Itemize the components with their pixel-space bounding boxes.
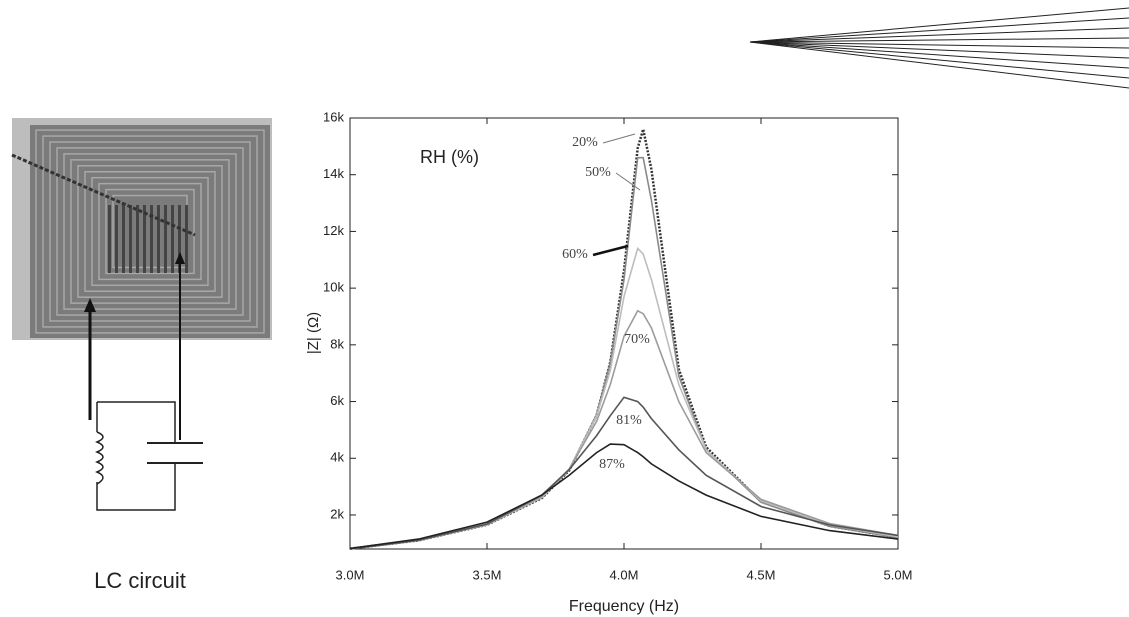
y-axis-title: |Z| (Ω) (305, 312, 322, 354)
electrode (136, 205, 139, 273)
y-tick-label: 12k (323, 223, 344, 238)
wire (11, 153, 196, 237)
fan-line (749, 41, 1129, 59)
x-axis-title: Frequency (Hz) (569, 598, 679, 615)
electrode (129, 205, 132, 273)
electrode (157, 205, 160, 273)
label-pointer (615, 172, 641, 191)
fan-line (749, 7, 1129, 43)
x-tick-label: 4.5M (747, 567, 776, 582)
label-pointer (602, 133, 636, 144)
electrode (164, 205, 167, 273)
series-line (349, 246, 899, 550)
x-tick-label: 3.0M (336, 567, 365, 582)
electrode (185, 205, 188, 273)
arrow-head (84, 298, 96, 312)
coil-turn (77, 165, 223, 298)
coil-turn (56, 147, 244, 316)
coil-turn (35, 129, 265, 334)
series-line (349, 443, 899, 550)
circuit (96, 401, 176, 511)
y-tick-label: 14k (323, 166, 344, 181)
fan-line (749, 17, 1129, 43)
x-tick-label: 4.0M (610, 567, 639, 582)
coil-turn (63, 153, 237, 310)
electrode (178, 205, 181, 273)
label-pointer (592, 244, 629, 257)
y-tick-label: 16k (323, 109, 344, 124)
fan-line (749, 41, 1129, 79)
coil-turn (49, 141, 251, 322)
coil-turn (105, 188, 195, 275)
coil-turn (91, 176, 209, 287)
electrode (143, 205, 146, 273)
y-tick-label: 10k (323, 280, 344, 295)
y-tick-label: 6k (330, 393, 344, 408)
y-tick-label: 8k (330, 336, 344, 351)
y-tick-label: 4k (330, 450, 344, 465)
series-label: 70% (624, 332, 650, 347)
decoration (11, 7, 1129, 511)
fan-line (749, 41, 1129, 49)
arrow-head (175, 252, 185, 264)
series-label: 60% (562, 247, 588, 262)
x-tick-label: 5.0M (884, 567, 913, 582)
electrode (150, 205, 153, 273)
fan-line (749, 27, 1129, 43)
coil-turn (70, 159, 230, 304)
series-label: 20% (572, 135, 598, 150)
inductor (95, 431, 104, 485)
y-tick-label: 2k (330, 506, 344, 521)
coil-turn (98, 182, 202, 281)
electrode (122, 205, 125, 273)
series-label: 50% (585, 165, 611, 180)
coil-turn (84, 171, 216, 292)
series-line (349, 309, 899, 550)
electrode (115, 205, 118, 273)
fan-line (749, 37, 1129, 43)
fan-line (749, 41, 1129, 89)
electrode (108, 205, 111, 273)
series-line (349, 396, 899, 550)
x-tick-label: 3.5M (473, 567, 502, 582)
legend-title: RH (%) (420, 147, 479, 167)
series-label: 81% (616, 413, 642, 428)
fan-line (749, 41, 1129, 69)
figure-label: LC circuit (94, 568, 186, 593)
series-label: 87% (599, 457, 625, 472)
electrode (171, 205, 174, 273)
series-line (349, 156, 899, 550)
coil-turn (42, 135, 258, 328)
